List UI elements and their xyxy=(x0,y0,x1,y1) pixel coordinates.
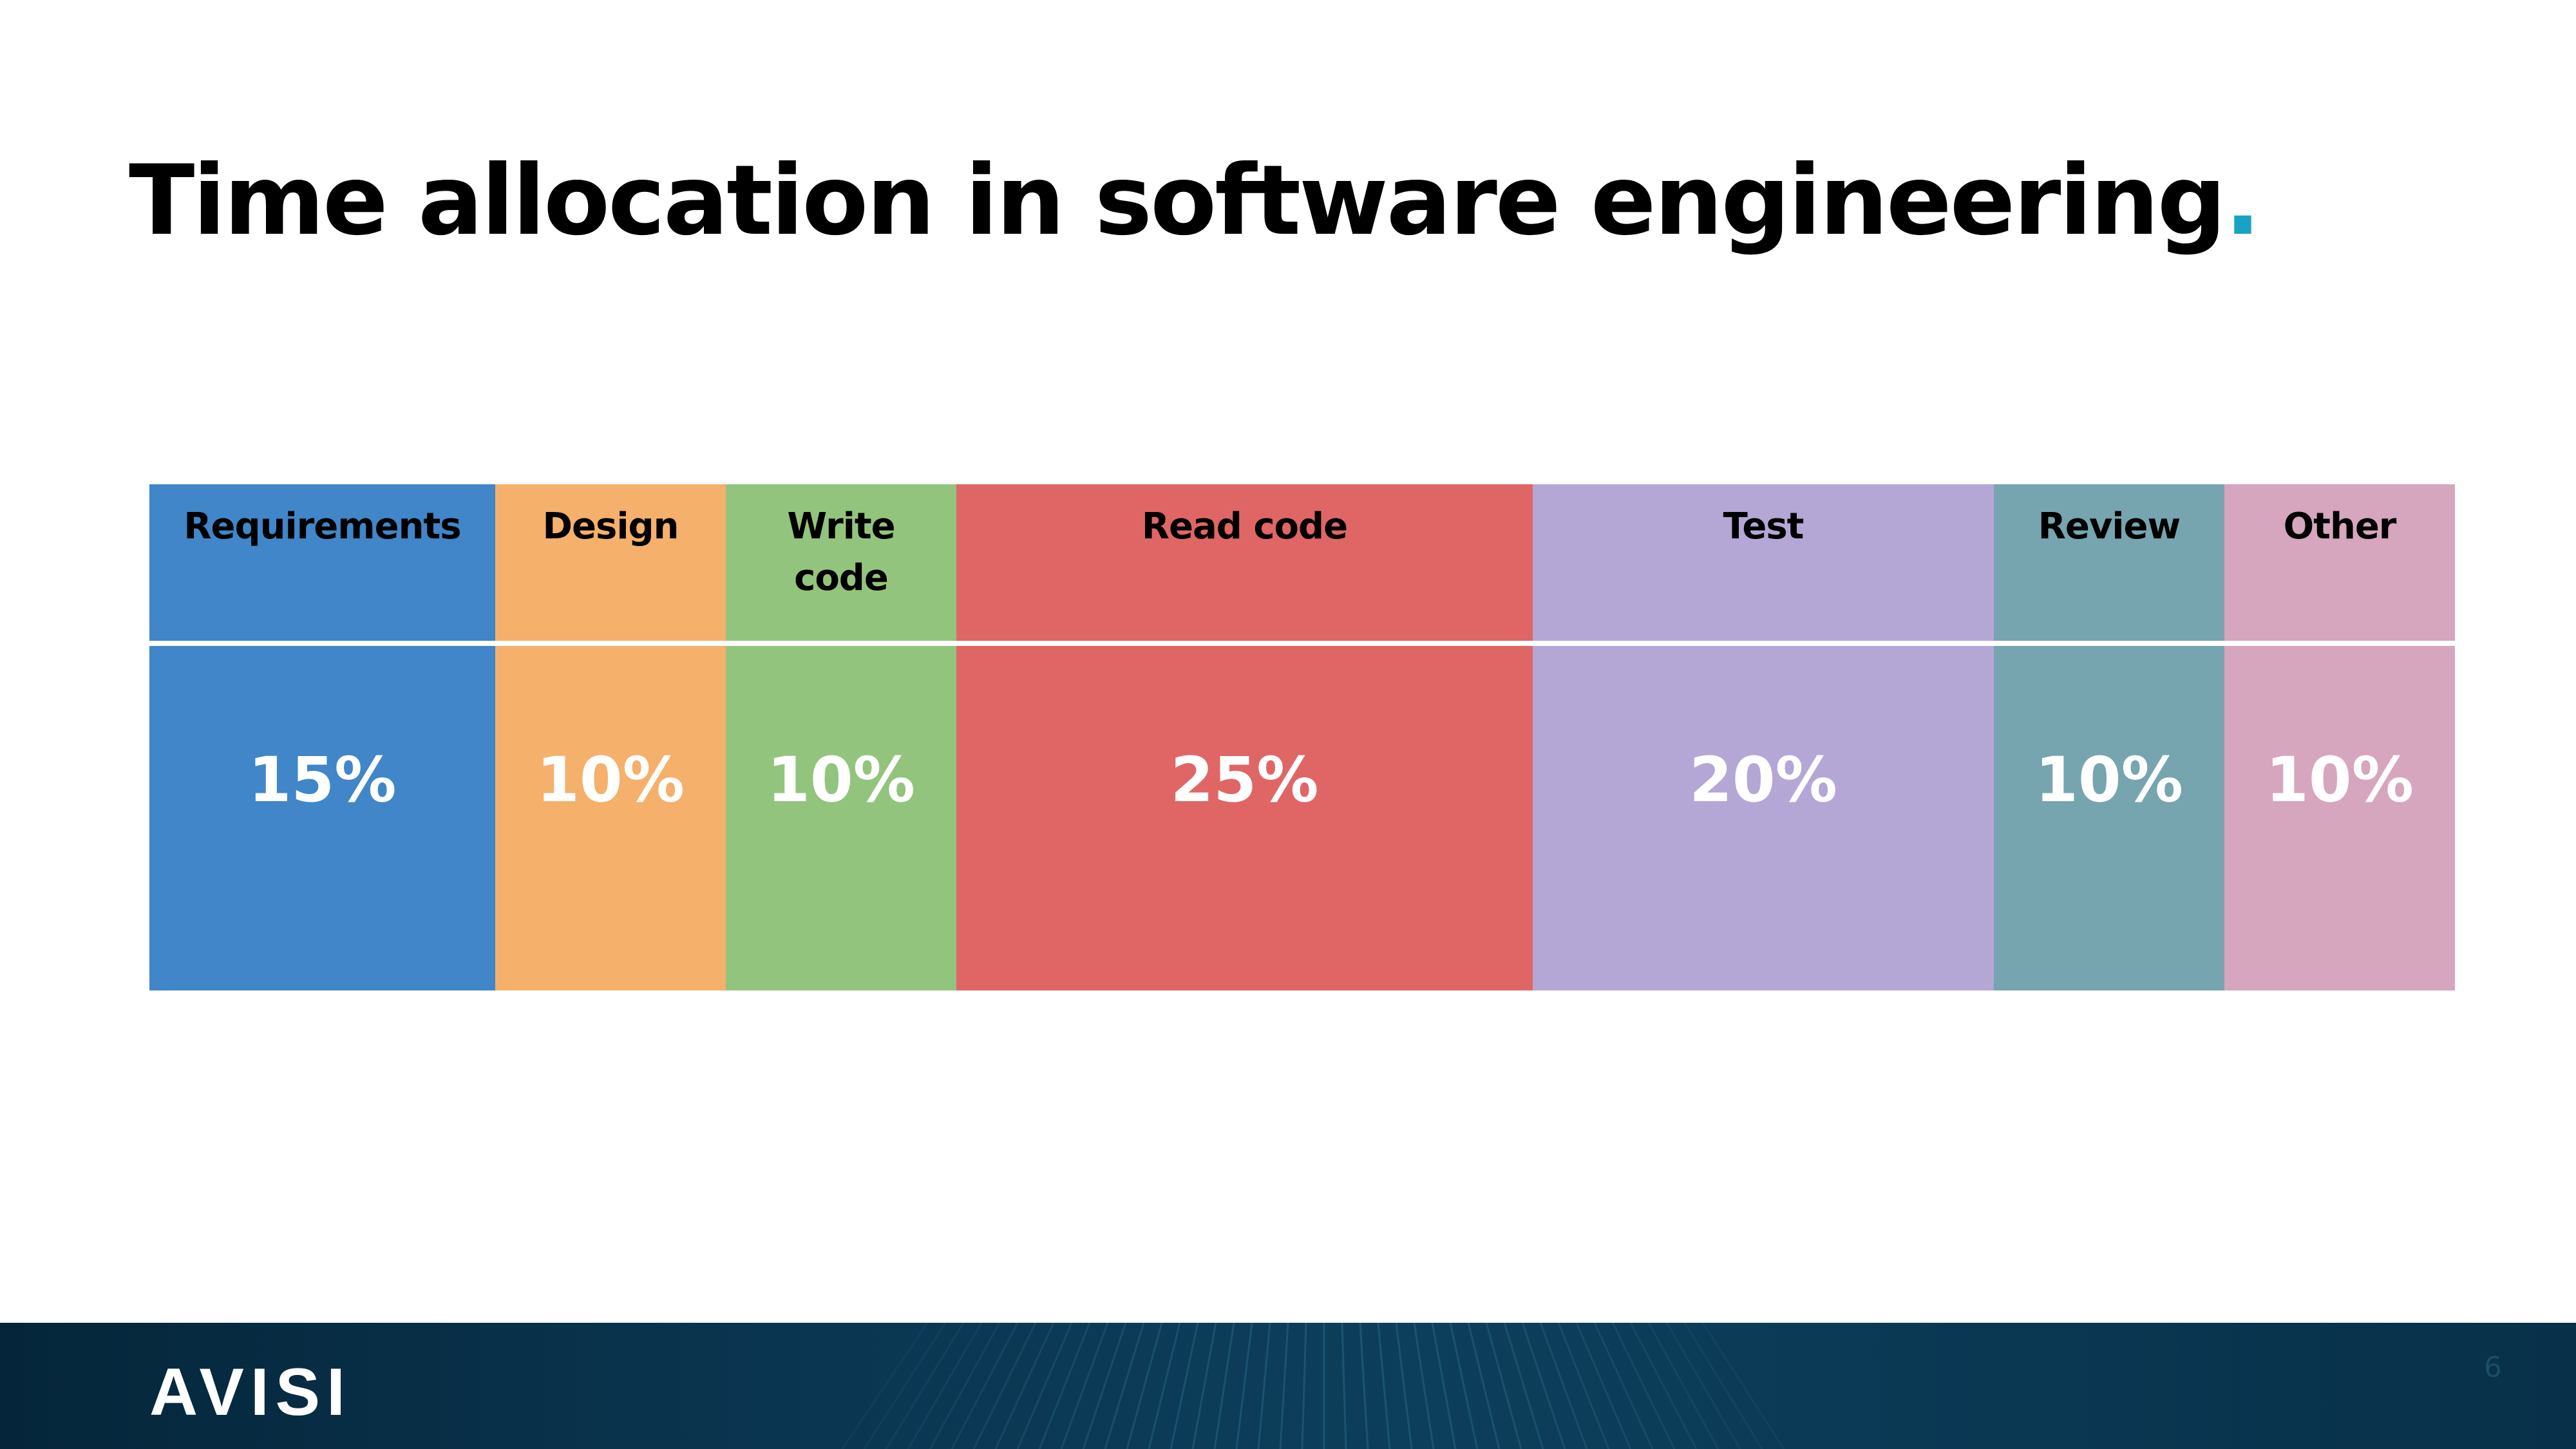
segment-label-design: Design xyxy=(495,484,726,641)
footer-decoration-line xyxy=(885,1323,965,1449)
segment-read-code: Read code 25% xyxy=(956,484,1533,990)
segment-label-review: Review xyxy=(1994,484,2224,641)
segment-divider xyxy=(1533,641,1994,646)
slide-title-text: Time allocation in software engineering xyxy=(129,145,2226,257)
footer-decoration-line xyxy=(1148,1323,1181,1449)
segment-label-requirements: Requirements xyxy=(149,484,495,641)
segment-value-write-code: 10% xyxy=(767,744,915,816)
footer-decoration-line xyxy=(1279,1323,1289,1449)
segment-value-other: 10% xyxy=(2266,744,2414,816)
footer-decoration-line xyxy=(1647,1323,1719,1449)
footer-decoration-line xyxy=(929,1323,1001,1449)
segment-bar-requirements: 15% xyxy=(149,646,495,990)
segment-label-read-code: Read code xyxy=(956,484,1533,641)
segment-bar-other: 10% xyxy=(2224,646,2455,990)
time-allocation-chart: Requirements 15% Design 10% Write code 10% Rea… xyxy=(149,484,2455,990)
footer-decoration-line xyxy=(1359,1323,1369,1449)
footer-decoration-line xyxy=(1485,1323,1522,1449)
segment-label-write-code: Write code xyxy=(726,484,956,641)
footer-decoration-line xyxy=(1467,1323,1501,1449)
footer-decoration-line xyxy=(1413,1323,1435,1449)
footer-decoration-line xyxy=(994,1323,1055,1449)
segment-test: Test 20% xyxy=(1533,484,1994,990)
footer-decoration-line xyxy=(1377,1323,1391,1449)
footer-decoration-line xyxy=(972,1323,1037,1449)
segment-bar-test: 20% xyxy=(1533,646,1994,990)
footer-decoration-line xyxy=(1235,1323,1253,1449)
segment-divider xyxy=(2224,641,2455,646)
footer-decoration-line xyxy=(1575,1323,1632,1449)
footer-decoration-line xyxy=(863,1323,947,1449)
segment-bar-design: 10% xyxy=(495,646,726,990)
segment-bar-read-code: 25% xyxy=(956,646,1533,990)
footer-decoration-line xyxy=(1503,1323,1544,1449)
footer-decoration-line xyxy=(1395,1323,1413,1449)
footer-decoration-line xyxy=(1082,1323,1127,1449)
footer-decoration-line xyxy=(907,1323,983,1449)
footer-decoration-line xyxy=(1629,1323,1698,1449)
segment-review: Review 10% xyxy=(1994,484,2224,990)
footer-decoration-line xyxy=(1521,1323,1566,1449)
avisi-logo: AVISI xyxy=(149,1355,352,1430)
footer-decoration-line xyxy=(1126,1323,1163,1449)
footer-decoration-line xyxy=(1449,1323,1479,1449)
segment-value-design: 10% xyxy=(536,744,685,816)
footer-decoration-line xyxy=(1683,1323,1763,1449)
footer-decoration-line xyxy=(1038,1323,1091,1449)
footer-decoration-line xyxy=(1016,1323,1073,1449)
segment-label-test: Test xyxy=(1533,484,1994,641)
segment-label-other: Other xyxy=(2224,484,2455,641)
footer-decoration-line xyxy=(1539,1323,1588,1449)
segment-bar-review: 10% xyxy=(1994,646,2224,990)
footer-decoration-line xyxy=(1257,1323,1271,1449)
footer-decoration-line xyxy=(1665,1323,1741,1449)
footer-decoration-line xyxy=(1431,1323,1457,1449)
footer-decoration-line xyxy=(951,1323,1019,1449)
footer-decoration-line xyxy=(1611,1323,1676,1449)
footer-decoration-line xyxy=(1301,1323,1307,1449)
segment-design: Design 10% xyxy=(495,484,726,990)
segment-divider xyxy=(1994,641,2224,646)
page-number: 6 xyxy=(2484,1351,2502,1384)
segment-divider xyxy=(149,641,495,646)
segment-divider xyxy=(495,641,726,646)
footer-decoration-line xyxy=(1701,1323,1785,1449)
segment-value-review: 10% xyxy=(2035,744,2183,816)
segment-value-test: 20% xyxy=(1689,744,1837,816)
footer-decoration-line xyxy=(841,1323,929,1449)
footer-decoration-line xyxy=(1341,1323,1347,1449)
footer-decoration xyxy=(841,1323,1785,1449)
footer-decoration-line xyxy=(1060,1323,1109,1449)
segment-requirements: Requirements 15% xyxy=(149,484,495,990)
segment-other: Other 10% xyxy=(2224,484,2455,990)
slide-title: Time allocation in software engineering. xyxy=(129,143,2261,259)
footer-bar: AVISI 6 xyxy=(0,1323,2576,1449)
segment-bar-write-code: 10% xyxy=(726,646,956,990)
footer-decoration-line xyxy=(1213,1323,1235,1449)
title-accent-dot: . xyxy=(2224,145,2261,257)
segment-write-code: Write code 10% xyxy=(726,484,956,990)
footer-decoration-line xyxy=(1557,1323,1610,1449)
segment-divider xyxy=(956,641,1533,646)
segment-divider xyxy=(726,641,956,646)
segment-value-requirements: 15% xyxy=(248,744,397,816)
footer-decoration-line xyxy=(1104,1323,1145,1449)
footer-decoration-line xyxy=(1170,1323,1199,1449)
footer-decoration-line xyxy=(1593,1323,1654,1449)
segment-value-read-code: 25% xyxy=(1170,744,1319,816)
footer-decoration-line xyxy=(1191,1323,1217,1449)
